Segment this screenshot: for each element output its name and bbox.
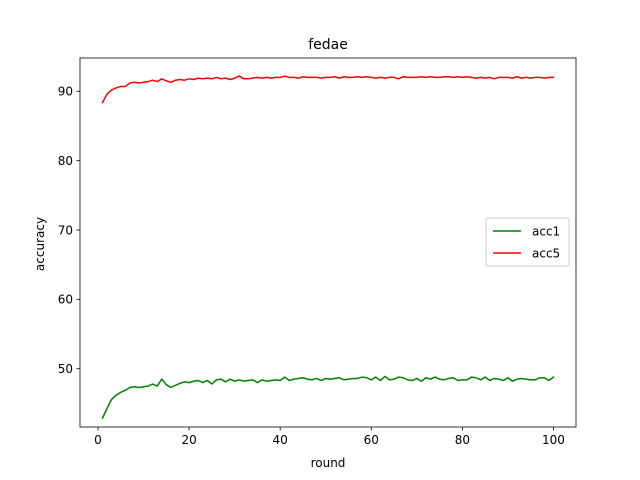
- x-tick-label: 100: [542, 433, 565, 447]
- y-tick-label: 70: [58, 223, 73, 237]
- y-tick-label: 90: [58, 85, 73, 99]
- legend: acc1 acc5: [485, 217, 570, 267]
- y-tick-label: 80: [58, 154, 73, 168]
- legend-label-acc5: acc5: [532, 246, 560, 260]
- x-tick-label: 60: [364, 433, 379, 447]
- x-axis-label: round: [311, 456, 346, 470]
- x-tick-label: 80: [455, 433, 470, 447]
- series-line-acc1: [101, 375, 555, 419]
- axes-layer: 0 20 40 60 80 100 50 60 70 80 90: [58, 57, 577, 447]
- x-tick-label: 20: [181, 433, 196, 447]
- axes-frame: [79, 57, 577, 428]
- x-tick-label: 40: [273, 433, 288, 447]
- chart-title: fedae: [308, 37, 348, 53]
- series-line-acc5: [101, 75, 555, 104]
- x-tick-label: 0: [94, 433, 102, 447]
- y-tick-label: 60: [58, 293, 73, 307]
- plot-layer: [101, 75, 555, 419]
- y-axis-label: accuracy: [33, 217, 47, 271]
- legend-box: [485, 217, 570, 267]
- legend-label-acc1: acc1: [532, 224, 560, 238]
- y-tick-label: 50: [58, 362, 73, 376]
